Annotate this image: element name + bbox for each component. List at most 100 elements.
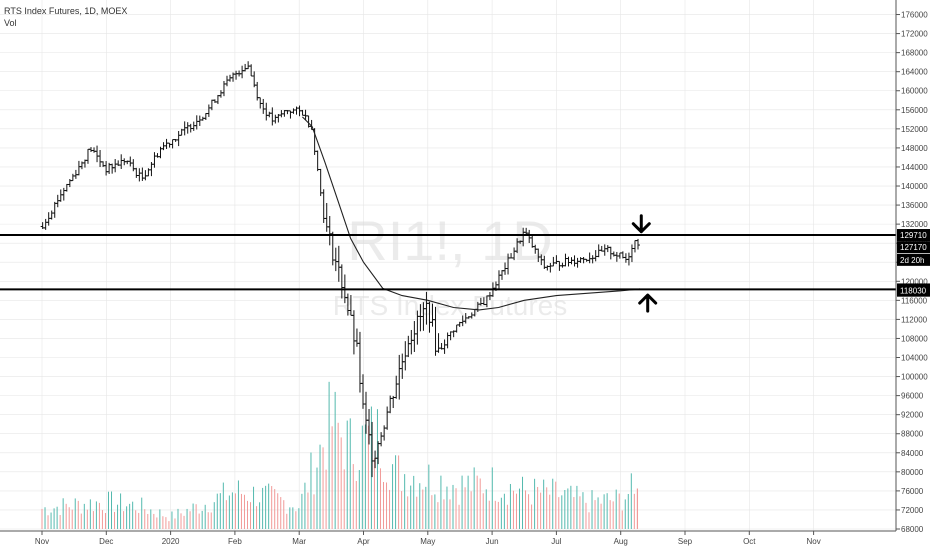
volume-bar <box>546 487 548 529</box>
volume-bar <box>570 485 572 529</box>
time-tick-label: Jun <box>486 537 499 546</box>
volume-bar <box>552 478 554 529</box>
volume-bar <box>310 452 312 529</box>
volume-bar <box>464 487 466 529</box>
volume-bar <box>126 506 128 529</box>
volume-bar <box>207 512 209 529</box>
time-tick-label: May <box>420 537 435 546</box>
price-tick-label: 108000 <box>901 334 928 343</box>
price-tick-label: 160000 <box>901 87 928 96</box>
volume-bar <box>367 425 369 529</box>
volume-bar <box>92 511 94 529</box>
volume-bar <box>277 493 279 529</box>
volume-bar <box>71 509 73 529</box>
time-axis[interactable]: Nov Dec 2020 Feb Mar Apr May Jun Jul Aug Sep Oct Nov <box>0 530 896 546</box>
time-tick-label: Apr <box>357 537 370 546</box>
price-tick-label: 76000 <box>901 487 924 496</box>
volume-bar <box>624 499 626 529</box>
volume-bar <box>482 493 484 529</box>
volume-bar <box>62 498 64 529</box>
volume-bar <box>304 482 306 529</box>
volume-bar <box>98 502 100 529</box>
volume-bar <box>147 513 149 529</box>
volume-bar <box>591 490 593 529</box>
price-tick-label: 84000 <box>901 449 924 458</box>
volume-bar <box>138 512 140 529</box>
time-tick-label: Nov <box>35 537 49 546</box>
volume-bar <box>476 475 478 529</box>
volume-bar <box>618 493 620 529</box>
volume-bar <box>401 491 403 529</box>
price-tick-label: 68000 <box>901 525 924 534</box>
volume-bar <box>204 504 206 529</box>
volume-bar <box>537 486 539 529</box>
volume-bar <box>343 469 345 529</box>
volume-bar <box>549 494 551 529</box>
volume-bar <box>129 503 131 529</box>
arrows <box>631 214 658 313</box>
volume-bar <box>528 494 530 529</box>
price-tag <box>897 229 930 242</box>
time-tick-label: Mar <box>292 537 306 546</box>
volume-bar <box>627 494 629 529</box>
volume-bar <box>364 424 366 529</box>
volume-bar <box>531 504 533 529</box>
volume-bar <box>271 486 273 529</box>
volume-bar <box>165 517 167 529</box>
volume-bar <box>186 508 188 529</box>
volume-bar <box>289 507 291 529</box>
volume-bar <box>389 489 391 529</box>
volume-bar <box>41 508 43 529</box>
volume-bar <box>473 467 475 529</box>
volume-bar <box>195 504 197 529</box>
volume-bar <box>174 518 176 529</box>
horizontal-levels <box>0 234 896 291</box>
volume-bar <box>540 492 542 529</box>
price-tag-label: 2d 20h <box>900 256 924 265</box>
arrow-down-icon <box>631 214 651 234</box>
volume-bar <box>144 509 146 529</box>
volume-bar <box>437 502 439 529</box>
volume-bar <box>120 493 122 529</box>
volume-bar <box>588 512 590 529</box>
volume-bar <box>104 512 106 529</box>
volume-bar <box>600 503 602 529</box>
volume-bar <box>47 515 49 529</box>
volume-bar <box>234 493 236 529</box>
volume-bar <box>407 496 409 529</box>
volume-bar <box>561 495 563 529</box>
volume-bar <box>428 464 430 529</box>
volume-bar <box>80 513 82 529</box>
price-tag <box>897 241 930 254</box>
volume-bar <box>425 486 427 529</box>
volume-bar <box>253 486 255 529</box>
volume-bar <box>349 418 351 529</box>
volume-bar <box>117 504 119 529</box>
volume-bar <box>325 469 327 529</box>
volume-bar <box>382 482 384 529</box>
price-tick-label: 140000 <box>901 182 928 191</box>
volume-bar <box>522 476 524 529</box>
volume-bar <box>250 502 252 529</box>
price-tick-label: 92000 <box>901 411 924 420</box>
price-axis[interactable]: 68000 72000 76000 80000 84000 88000 92000 96000… <box>895 0 928 534</box>
volume-bar <box>585 502 587 529</box>
volume-bar <box>225 500 227 529</box>
volume-bar <box>612 501 614 529</box>
volume-bar <box>470 491 472 529</box>
volume-bar <box>525 490 527 529</box>
volume-bar <box>340 437 342 529</box>
volume-bar <box>237 480 239 529</box>
price-tick-label: 80000 <box>901 468 924 477</box>
grid <box>0 0 896 531</box>
volume-bar <box>247 500 249 529</box>
watermark: RI1!, 1D RTS Index Futures <box>333 209 567 321</box>
volume-bar <box>65 503 67 529</box>
volume-bar <box>286 513 288 529</box>
volume-bar <box>615 489 617 529</box>
price-tick-label: 120000 <box>901 277 928 286</box>
price-tick-label: 152000 <box>901 125 928 134</box>
volume-bar <box>240 493 242 529</box>
price-tick-label: 176000 <box>901 11 928 20</box>
